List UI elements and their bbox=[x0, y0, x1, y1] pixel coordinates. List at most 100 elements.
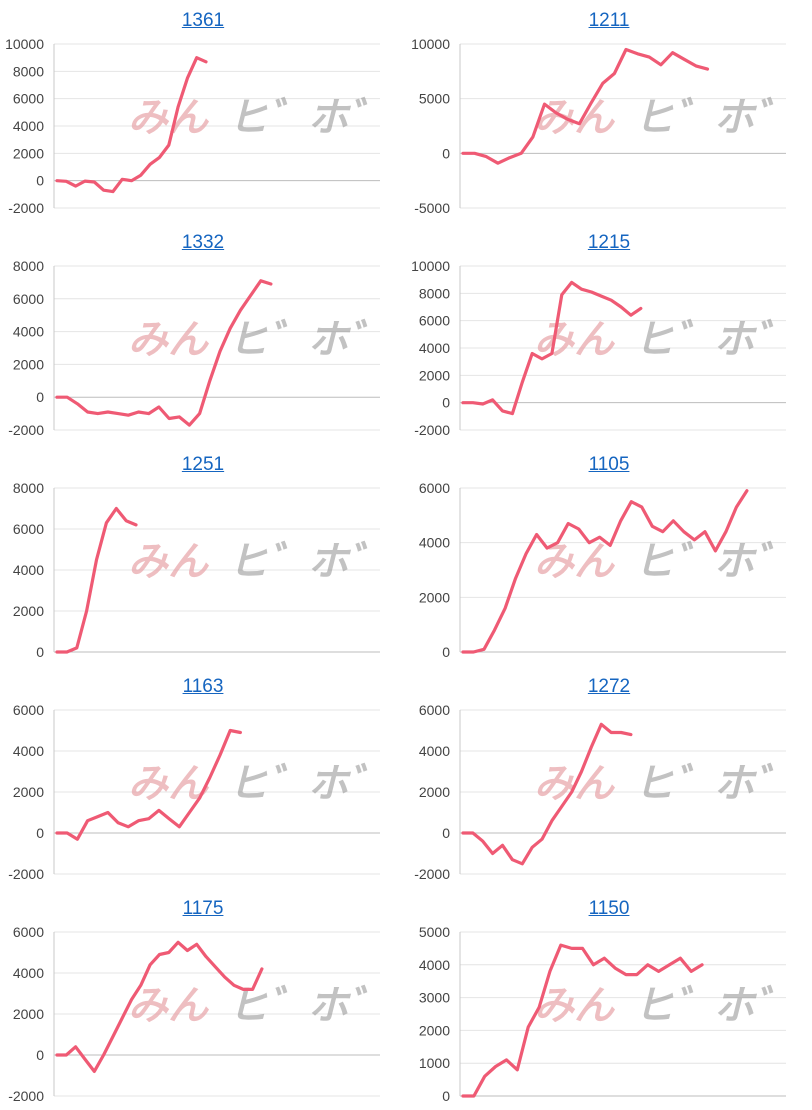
watermark-logo: みん ヒ゛ホ゛ bbox=[128, 983, 388, 1029]
chart-title-link[interactable]: 1215 bbox=[587, 232, 631, 253]
watermark-logo: みん ヒ゛ホ゛ bbox=[534, 95, 794, 141]
chart-panel: 1272 -2000 0 2000 4000 6000 みん ヒ゛ホ゛ bbox=[406, 666, 812, 888]
y-tick-label: 0 bbox=[442, 644, 450, 660]
watermark-logo: みん ヒ゛ホ゛ bbox=[128, 95, 388, 141]
series-line bbox=[461, 47, 710, 165]
chart-title-link[interactable]: 1175 bbox=[182, 898, 224, 919]
y-tick-label: 4000 bbox=[419, 957, 450, 973]
y-tick-label: 0 bbox=[442, 825, 450, 841]
chart-panel: 1105 0 2000 4000 6000 みん ヒ゛ホ゛ bbox=[406, 444, 812, 666]
chart-title-link[interactable]: 1150 bbox=[588, 898, 630, 919]
watermark-logo: みん ヒ゛ホ゛ bbox=[534, 983, 794, 1029]
y-tick-label: 10000 bbox=[5, 36, 44, 52]
chart-title-link[interactable]: 1163 bbox=[182, 676, 224, 697]
series-line bbox=[55, 506, 138, 654]
chart-title-link[interactable]: 1251 bbox=[181, 454, 225, 475]
watermark-text: ヒ゛ホ゛ bbox=[634, 761, 794, 807]
watermark-text: みん bbox=[534, 95, 616, 141]
chart-panel: 1211 -5000 0 5000 10000 みん ヒ゛ホ゛ bbox=[406, 0, 812, 222]
chart-title-link[interactable]: 1361 bbox=[181, 10, 225, 31]
y-tick-label: -2000 bbox=[414, 422, 450, 438]
watermark-text: みん bbox=[128, 317, 210, 363]
chart-title-link[interactable]: 1105 bbox=[588, 454, 630, 475]
line-chart: -2000 0 2000 4000 6000 みん ヒ゛ホ゛ bbox=[8, 924, 388, 1104]
line-chart: -2000 0 2000 4000 6000 8000 10000 みん ヒ゛ホ゛ bbox=[5, 36, 388, 216]
line-chart: -2000 0 2000 4000 6000 みん ヒ゛ホ゛ bbox=[8, 702, 388, 882]
line-chart: 0 2000 4000 6000 8000 みん ヒ゛ホ゛ bbox=[13, 480, 388, 660]
y-tick-label: 2000 bbox=[13, 356, 44, 372]
y-tick-label: 0 bbox=[36, 825, 44, 841]
watermark-text: ヒ゛ホ゛ bbox=[634, 317, 794, 363]
watermark-text: みん bbox=[128, 761, 210, 807]
watermark-logo: みん ヒ゛ホ゛ bbox=[128, 539, 388, 585]
y-tick-label: 8000 bbox=[419, 285, 450, 301]
y-tick-label: 6000 bbox=[419, 702, 450, 718]
line-chart: -2000 0 2000 4000 6000 みん ヒ゛ホ゛ bbox=[414, 702, 794, 882]
series-line bbox=[55, 279, 273, 427]
watermark-text: ヒ゛ホ゛ bbox=[634, 95, 794, 141]
watermark-text: みん bbox=[534, 983, 616, 1029]
y-tick-label: 10000 bbox=[411, 258, 450, 274]
y-tick-label: 0 bbox=[36, 1047, 44, 1063]
watermark-text: ヒ゛ホ゛ bbox=[228, 539, 388, 585]
chart-panel: 1150 0 1000 2000 3000 4000 5000 みん ヒ゛ホ゛ bbox=[406, 888, 812, 1110]
chart-panel: 1163 -2000 0 2000 4000 6000 みん ヒ゛ホ゛ bbox=[0, 666, 406, 888]
y-tick-label: 0 bbox=[442, 145, 450, 161]
line-chart: -2000 0 2000 4000 6000 8000 みん ヒ゛ホ゛ bbox=[8, 258, 388, 438]
y-tick-label: 6000 bbox=[419, 480, 450, 496]
y-tick-label: 6000 bbox=[419, 313, 450, 329]
watermark-text: みん bbox=[128, 95, 210, 141]
series-line bbox=[55, 56, 208, 194]
series-line bbox=[461, 722, 633, 866]
y-tick-label: 0 bbox=[36, 173, 44, 189]
chart-title-link[interactable]: 1211 bbox=[588, 10, 630, 31]
y-tick-label: 5000 bbox=[419, 91, 450, 107]
y-tick-label: 2000 bbox=[419, 367, 450, 383]
y-tick-label: 0 bbox=[36, 389, 44, 405]
y-tick-label: 2000 bbox=[419, 1022, 450, 1038]
y-tick-label: 1000 bbox=[419, 1055, 450, 1071]
line-chart: -2000 0 2000 4000 6000 8000 10000 みん ヒ゛ホ゛ bbox=[411, 258, 794, 438]
y-tick-label: 6000 bbox=[13, 291, 44, 307]
series-line bbox=[55, 940, 264, 1073]
y-tick-label: 6000 bbox=[13, 521, 44, 537]
chart-title-link[interactable]: 1332 bbox=[181, 232, 225, 253]
y-tick-label: -2000 bbox=[8, 200, 44, 216]
chart-panel: 1251 0 2000 4000 6000 8000 みん ヒ゛ホ゛ bbox=[0, 444, 406, 666]
y-tick-label: -2000 bbox=[8, 1088, 44, 1104]
y-tick-label: 0 bbox=[36, 644, 44, 660]
y-tick-label: 6000 bbox=[13, 924, 44, 940]
series-line bbox=[55, 728, 242, 841]
y-tick-label: 0 bbox=[442, 1088, 450, 1104]
y-tick-label: 8000 bbox=[13, 480, 44, 496]
y-tick-label: 10000 bbox=[411, 36, 450, 52]
series-line bbox=[461, 489, 749, 654]
chart-title-link[interactable]: 1272 bbox=[587, 676, 631, 697]
watermark-text: ヒ゛ホ゛ bbox=[228, 317, 388, 363]
watermark-logo: みん ヒ゛ホ゛ bbox=[128, 317, 388, 363]
watermark-text: みん bbox=[128, 539, 210, 585]
line-chart: -5000 0 5000 10000 みん ヒ゛ホ゛ bbox=[411, 36, 794, 216]
y-tick-label: 4000 bbox=[13, 743, 44, 759]
line-chart: 0 2000 4000 6000 みん ヒ゛ホ゛ bbox=[419, 480, 794, 660]
y-tick-label: 2000 bbox=[13, 145, 44, 161]
series-line bbox=[461, 943, 704, 1098]
watermark-logo: みん ヒ゛ホ゛ bbox=[534, 761, 794, 807]
y-tick-label: 6000 bbox=[13, 702, 44, 718]
y-tick-label: 8000 bbox=[13, 258, 44, 274]
y-tick-label: 4000 bbox=[13, 324, 44, 340]
y-tick-label: 4000 bbox=[419, 743, 450, 759]
y-tick-label: 2000 bbox=[419, 784, 450, 800]
watermark-text: ヒ゛ホ゛ bbox=[228, 761, 388, 807]
chart-panel: 1215 -2000 0 2000 4000 6000 8000 10000 みん ヒ゛ホ゛ bbox=[406, 222, 812, 444]
y-tick-label: 2000 bbox=[419, 589, 450, 605]
y-tick-label: 8000 bbox=[13, 63, 44, 79]
chart-panel: 1332 -2000 0 2000 4000 6000 8000 みん ヒ゛ホ゛ bbox=[0, 222, 406, 444]
y-tick-label: -5000 bbox=[414, 200, 450, 216]
series-line bbox=[461, 280, 643, 416]
watermark-logo: みん ヒ゛ホ゛ bbox=[128, 761, 388, 807]
watermark-text: みん bbox=[128, 983, 210, 1029]
y-tick-label: 4000 bbox=[419, 340, 450, 356]
chart-panel: 1361 -2000 0 2000 4000 6000 8000 10000 みん ヒ゛ホ゛ bbox=[0, 0, 406, 222]
